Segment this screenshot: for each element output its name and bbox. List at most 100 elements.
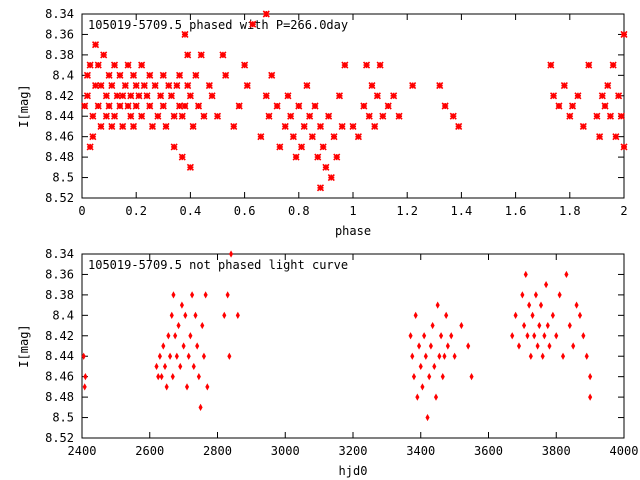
data-point xyxy=(314,153,322,161)
data-point xyxy=(159,373,164,381)
data-point xyxy=(547,342,552,350)
data-point xyxy=(188,332,193,340)
plot-title: 105019-5709.5 phased with P=266.0day xyxy=(88,18,348,32)
data-point xyxy=(184,383,190,391)
data-point xyxy=(186,163,194,171)
unphased-light-curve-panel: 2400 2600 2800 3000 3200 3400 3600 3800 4000 8.34… xyxy=(17,247,638,478)
data-point xyxy=(138,61,146,69)
data-point xyxy=(319,143,327,151)
data-point xyxy=(516,342,522,350)
data-point xyxy=(81,352,86,360)
x-tick-label: 2800 xyxy=(203,444,232,458)
data-point xyxy=(428,342,433,350)
data-point xyxy=(469,373,474,381)
y-tick-label: 8.46 xyxy=(45,130,74,144)
data-point xyxy=(184,51,192,59)
x-tick-label: 2400 xyxy=(68,444,97,458)
data-point xyxy=(432,362,437,371)
data-point xyxy=(195,342,200,350)
data-point xyxy=(542,332,547,340)
data-point xyxy=(170,143,178,151)
data-point xyxy=(333,153,341,161)
data-point xyxy=(338,122,346,131)
x-tick-label: 3400 xyxy=(406,444,435,458)
x-tick-label: 4000 xyxy=(610,444,639,458)
y-tick-label: 8.34 xyxy=(45,247,74,261)
data-point xyxy=(241,61,249,69)
data-point xyxy=(127,92,135,100)
data-point xyxy=(196,373,201,381)
data-point xyxy=(193,311,198,319)
data-point xyxy=(466,342,471,350)
data-point xyxy=(322,163,330,171)
data-point xyxy=(268,71,276,79)
data-point xyxy=(273,102,281,110)
x-tick-label: 1.8 xyxy=(559,204,581,218)
y-tick-label: 8.5 xyxy=(52,411,74,425)
data-point xyxy=(129,71,138,79)
data-point xyxy=(205,81,213,90)
data-point xyxy=(354,133,362,141)
data-point xyxy=(395,112,403,120)
data-point xyxy=(190,291,195,299)
data-point xyxy=(568,102,577,110)
data-point xyxy=(143,92,151,100)
data-point xyxy=(219,51,227,59)
data-point xyxy=(557,291,562,299)
data-point xyxy=(510,332,515,340)
data-point xyxy=(420,383,425,391)
data-point xyxy=(162,122,170,131)
y-tick-label: 8.42 xyxy=(45,329,74,343)
data-point xyxy=(116,102,124,110)
data-point xyxy=(300,122,308,131)
data-point xyxy=(445,342,450,350)
data-point xyxy=(439,332,444,340)
data-point xyxy=(194,102,203,110)
data-point xyxy=(520,291,525,299)
data-point xyxy=(174,352,179,360)
data-point xyxy=(308,133,316,141)
data-point xyxy=(235,311,240,319)
data-point xyxy=(189,122,197,131)
data-point xyxy=(281,122,289,131)
data-point xyxy=(135,92,143,100)
data-point xyxy=(292,153,300,161)
data-point xyxy=(179,301,184,309)
data-point xyxy=(330,133,338,141)
x-tick-label: 3000 xyxy=(271,444,300,458)
data-point xyxy=(284,92,292,100)
data-point xyxy=(170,373,175,381)
data-point xyxy=(341,61,349,69)
data-point xyxy=(200,112,208,120)
data-point xyxy=(83,92,91,100)
data-point xyxy=(585,61,593,69)
data-point xyxy=(560,352,566,360)
data-point xyxy=(532,332,537,340)
data-point xyxy=(612,133,620,141)
data-point xyxy=(156,373,161,381)
data-point xyxy=(167,92,175,100)
data-point xyxy=(89,133,97,141)
data-point xyxy=(146,71,154,79)
x-tick-label: 0.4 xyxy=(180,204,202,218)
data-point xyxy=(162,362,168,371)
data-point xyxy=(181,342,186,350)
data-point xyxy=(159,102,167,110)
data-point xyxy=(545,321,550,330)
data-point xyxy=(146,102,154,110)
data-point xyxy=(164,383,169,391)
data-point xyxy=(441,102,449,110)
data-point xyxy=(513,311,518,319)
y-tick-label: 8.38 xyxy=(45,288,74,302)
data-point xyxy=(178,153,186,161)
data-point xyxy=(161,342,166,350)
data-point xyxy=(91,41,100,49)
data-point xyxy=(430,321,435,330)
y-tick-label: 8.48 xyxy=(45,390,74,404)
data-point xyxy=(371,122,379,131)
data-point xyxy=(105,71,113,79)
data-point xyxy=(170,112,178,120)
data-point xyxy=(225,291,230,299)
data-point xyxy=(265,112,273,120)
y-tick-label: 8.44 xyxy=(45,349,74,363)
